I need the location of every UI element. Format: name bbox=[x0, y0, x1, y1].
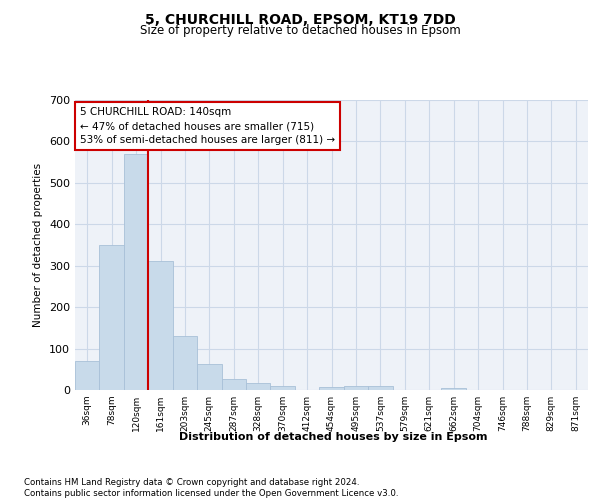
Text: Distribution of detached houses by size in Epsom: Distribution of detached houses by size … bbox=[179, 432, 487, 442]
Y-axis label: Number of detached properties: Number of detached properties bbox=[34, 163, 43, 327]
Bar bbox=[442, 388, 466, 390]
Text: 5, CHURCHILL ROAD, EPSOM, KT19 7DD: 5, CHURCHILL ROAD, EPSOM, KT19 7DD bbox=[145, 12, 455, 26]
Text: Size of property relative to detached houses in Epsom: Size of property relative to detached ho… bbox=[140, 24, 460, 37]
Bar bbox=[173, 336, 197, 390]
Bar bbox=[271, 386, 295, 390]
Bar bbox=[344, 386, 368, 390]
Bar bbox=[319, 386, 344, 390]
Bar bbox=[246, 383, 271, 390]
Text: 5 CHURCHILL ROAD: 140sqm
← 47% of detached houses are smaller (715)
53% of semi-: 5 CHURCHILL ROAD: 140sqm ← 47% of detach… bbox=[80, 108, 335, 146]
Text: Contains HM Land Registry data © Crown copyright and database right 2024.
Contai: Contains HM Land Registry data © Crown c… bbox=[24, 478, 398, 498]
Bar bbox=[368, 386, 392, 390]
Bar bbox=[100, 245, 124, 390]
Bar bbox=[221, 379, 246, 390]
Bar bbox=[148, 260, 173, 390]
Bar bbox=[124, 154, 148, 390]
Bar bbox=[197, 364, 221, 390]
Bar bbox=[75, 361, 100, 390]
